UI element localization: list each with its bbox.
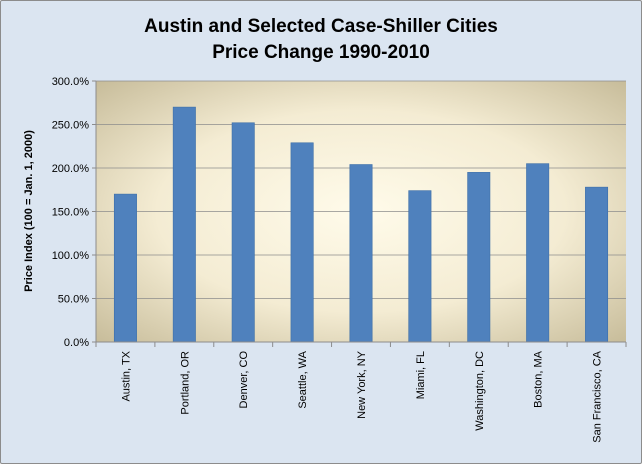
x-tick-layer: Austin, TX Portland, OR Denver, CO Seattle,… (95, 342, 627, 443)
y-tick-layer: 0.0% 50.0% 100.0% 150.0% 200.0% 250.0% 300.0% (52, 76, 626, 349)
bar (349, 164, 373, 343)
y-tick-label: 300.0% (52, 76, 90, 88)
bar (290, 142, 314, 343)
bar (526, 163, 550, 343)
bars-layer (113, 106, 609, 343)
y-tick-label: 150.0% (52, 207, 90, 219)
x-tick-label: Denver, CO (238, 351, 250, 409)
y-tick-label: 250.0% (52, 120, 90, 132)
chart-title-line1: Austin and Selected Case-Shiller Cities (144, 16, 498, 37)
chart-title-line2: Price Change 1990-2010 (212, 42, 430, 63)
bar (231, 122, 255, 343)
x-tick-label: Boston, MA (533, 350, 545, 408)
x-tick-label: Washington, DC (474, 351, 486, 431)
x-tick-label: Austin, TX (120, 350, 132, 401)
bar (467, 172, 491, 343)
x-tick-label: Seattle, WA (297, 350, 309, 408)
x-tick-label: New York, NY (356, 350, 368, 419)
bar (408, 190, 432, 343)
x-tick-label: San Francisco, CA (592, 350, 604, 442)
x-tick-label: Miami, FL (415, 351, 427, 399)
x-tick-label: Portland, OR (179, 351, 191, 415)
y-tick-label: 100.0% (52, 250, 90, 262)
bar (585, 186, 609, 343)
y-tick-label: 50.0% (58, 294, 89, 306)
bar (113, 193, 137, 343)
y-axis-title: Price Index (100 = Jan. 1, 2000) (23, 130, 35, 292)
y-tick-label: 0.0% (64, 337, 89, 349)
bar (172, 106, 196, 343)
y-tick-label: 200.0% (52, 163, 90, 175)
